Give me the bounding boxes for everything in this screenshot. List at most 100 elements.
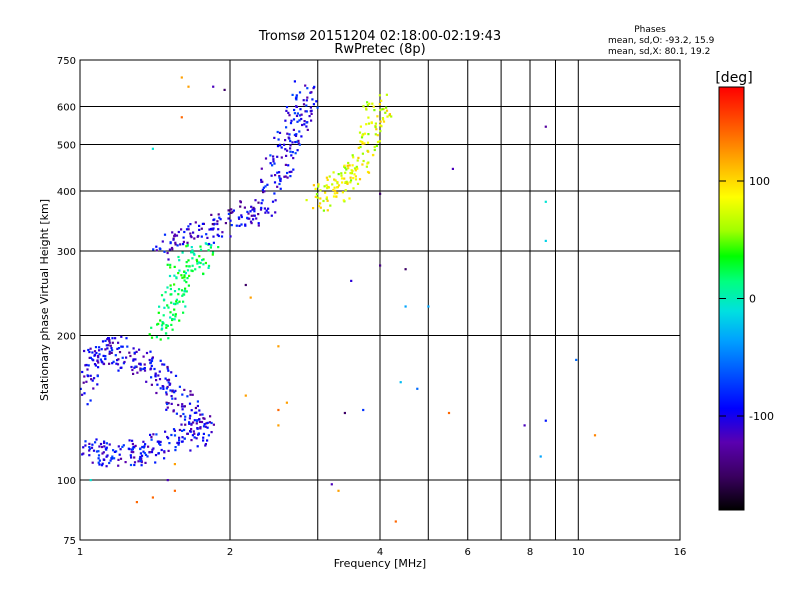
data-point	[134, 365, 137, 368]
data-point	[197, 234, 200, 238]
data-point	[359, 145, 362, 149]
data-point	[178, 300, 181, 303]
data-point	[361, 163, 364, 166]
data-point	[221, 231, 224, 234]
data-point	[334, 189, 337, 192]
data-point	[169, 382, 172, 385]
data-point	[178, 439, 181, 442]
data-point	[273, 136, 276, 139]
data-point	[206, 426, 209, 429]
data-point	[305, 99, 308, 102]
data-point	[249, 296, 252, 299]
data-point	[204, 444, 207, 447]
data-point	[277, 138, 280, 141]
data-point	[107, 344, 110, 347]
data-point	[157, 322, 160, 325]
data-point	[148, 333, 151, 336]
data-point	[139, 455, 142, 459]
data-point	[173, 463, 176, 466]
data-point	[93, 363, 97, 366]
data-point	[106, 347, 109, 350]
data-point	[272, 155, 275, 158]
data-point	[191, 264, 194, 267]
data-point	[210, 213, 213, 216]
data-point	[244, 223, 247, 226]
data-point	[185, 290, 188, 293]
data-point	[325, 197, 328, 200]
data-point	[212, 227, 215, 230]
data-point	[291, 141, 294, 144]
data-point	[544, 200, 547, 203]
data-point	[110, 347, 113, 350]
data-point	[178, 436, 181, 439]
data-point	[163, 306, 166, 309]
data-point	[274, 211, 277, 214]
data-point	[276, 155, 279, 158]
data-point	[147, 445, 150, 448]
data-point	[166, 286, 169, 289]
data-point	[177, 293, 180, 296]
data-point	[388, 113, 391, 116]
data-point	[88, 449, 91, 452]
data-point	[117, 464, 120, 467]
data-point	[201, 259, 204, 262]
data-point	[289, 175, 292, 178]
data-point	[312, 87, 315, 90]
phases-legend-o-stats: mean, sd,O: -93.2, 15.9	[608, 36, 715, 46]
data-point	[189, 449, 192, 452]
data-point	[342, 199, 345, 202]
data-point	[167, 381, 170, 384]
data-point	[306, 87, 309, 90]
data-point	[95, 450, 99, 453]
data-point	[237, 216, 240, 219]
data-point	[175, 277, 178, 280]
data-point	[181, 440, 184, 443]
data-point	[101, 361, 104, 364]
data-point	[82, 446, 85, 449]
data-point	[149, 433, 152, 436]
data-point	[166, 251, 169, 255]
data-point	[206, 421, 209, 424]
data-point	[189, 235, 192, 238]
data-point	[190, 428, 193, 431]
data-point	[373, 109, 376, 112]
data-point	[190, 251, 193, 254]
data-point	[205, 422, 208, 425]
data-point	[238, 217, 241, 220]
data-point	[173, 318, 176, 321]
data-point	[132, 451, 135, 454]
data-point	[163, 298, 166, 301]
data-point	[130, 450, 133, 454]
y-tick-label: 200	[57, 332, 76, 343]
data-point	[167, 402, 170, 405]
data-point	[385, 93, 388, 96]
data-point	[93, 377, 96, 380]
data-point	[366, 162, 369, 165]
data-point	[280, 146, 283, 149]
data-point	[363, 132, 367, 135]
data-point	[166, 435, 169, 439]
data-point	[142, 367, 145, 370]
data-point	[212, 235, 215, 238]
data-point	[227, 209, 230, 212]
data-point	[144, 443, 147, 446]
data-point	[92, 449, 96, 452]
data-point	[170, 371, 173, 374]
data-point	[194, 406, 197, 410]
data-point	[113, 450, 116, 453]
data-point	[294, 97, 298, 100]
data-point	[166, 367, 169, 370]
data-point	[284, 119, 287, 122]
data-point	[173, 290, 177, 293]
data-point	[240, 214, 243, 217]
data-point	[260, 202, 263, 205]
data-point	[109, 459, 112, 462]
data-point	[334, 179, 337, 182]
data-point	[183, 279, 186, 282]
data-point	[168, 248, 171, 251]
data-point	[97, 366, 100, 369]
data-point	[142, 450, 145, 453]
data-point	[304, 110, 307, 113]
data-point	[165, 391, 168, 394]
colorbar-tick-label: 0	[749, 293, 756, 306]
